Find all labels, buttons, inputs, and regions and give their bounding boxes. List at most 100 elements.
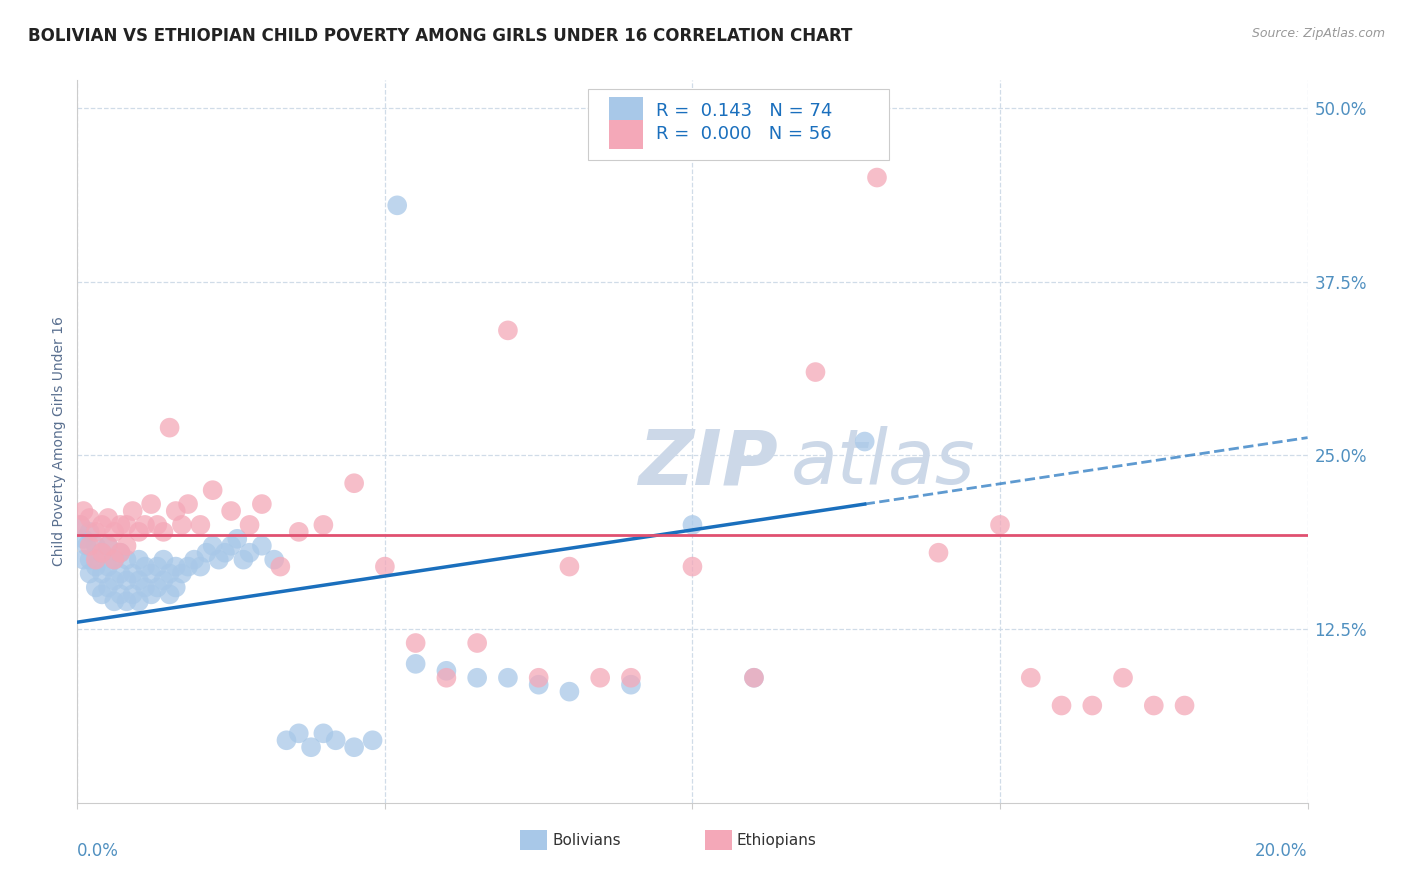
Point [115,552,138,566]
Point [90,546,114,560]
Point [159,587,181,601]
Point [69,517,91,532]
Point [288,726,311,740]
Point [110,546,132,560]
Point [226,532,249,546]
Point [128,552,150,566]
Point [103,594,125,608]
Point [170,566,193,581]
Point [165,504,187,518]
Text: Bolivians: Bolivians [553,833,621,848]
Point [146,559,169,574]
Point [465,636,488,650]
Point [128,524,150,539]
Point [177,559,200,574]
Point [134,517,156,532]
Point [103,574,125,588]
Point [1081,698,1104,713]
Point [79,524,101,539]
Text: 20.0%: 20.0% [1256,842,1308,860]
FancyBboxPatch shape [588,89,890,160]
Point [496,671,519,685]
Point [343,740,366,755]
Text: Source: ZipAtlas.com: Source: ZipAtlas.com [1251,27,1385,40]
Point [385,198,409,212]
Point [183,552,205,566]
Point [84,552,107,566]
Point [201,483,224,498]
Point [374,559,396,574]
Point [115,517,138,532]
Point [361,733,384,747]
Point [152,552,174,566]
Point [146,517,169,532]
Point [263,552,285,566]
Text: BOLIVIAN VS ETHIOPIAN CHILD POVERTY AMONG GIRLS UNDER 16 CORRELATION CHART: BOLIVIAN VS ETHIOPIAN CHILD POVERTY AMON… [28,27,852,45]
Point [128,574,150,588]
Point [527,678,550,692]
Point [250,497,273,511]
Point [988,517,1011,532]
Point [558,559,581,574]
Point [146,581,169,595]
Bar [704,830,733,850]
Point [1143,698,1166,713]
Point [90,587,114,601]
Point [141,566,163,581]
Point [201,539,224,553]
Point [128,594,150,608]
Point [134,581,156,595]
Point [103,552,125,566]
Point [250,539,273,553]
Point [405,657,427,671]
Point [232,552,254,566]
Point [84,559,107,574]
Point [188,517,212,532]
Point [84,524,107,539]
Point [110,517,132,532]
Text: Ethiopians: Ethiopians [737,833,817,848]
Point [97,539,120,553]
Point [159,420,181,434]
Point [804,365,827,379]
Point [465,671,488,685]
Point [288,524,311,539]
Point [121,587,143,601]
Point [1050,698,1073,713]
Point [97,511,120,525]
Point [589,671,612,685]
Point [214,546,236,560]
Point [527,671,550,685]
Point [269,559,291,574]
Point [72,552,94,566]
Point [69,517,91,532]
Point [312,726,335,740]
Point [325,733,347,747]
Point [682,517,704,532]
Point [620,678,643,692]
Point [76,539,98,553]
Point [97,559,120,574]
Point [1174,698,1197,713]
Point [72,504,94,518]
Point [1112,671,1135,685]
Point [115,539,138,553]
Point [79,552,101,566]
Point [141,497,163,511]
Text: R =  0.000   N = 56: R = 0.000 N = 56 [655,126,831,144]
Point [343,476,366,491]
Point [110,587,132,601]
Point [121,504,143,518]
Point [159,566,181,581]
Point [436,671,458,685]
Point [90,517,114,532]
Point [84,539,107,553]
Point [165,559,187,574]
Point [620,671,643,685]
Point [853,434,876,449]
Text: ZIP: ZIP [638,426,779,500]
Point [928,546,950,560]
Point [276,733,298,747]
Point [152,524,174,539]
Point [208,552,231,566]
